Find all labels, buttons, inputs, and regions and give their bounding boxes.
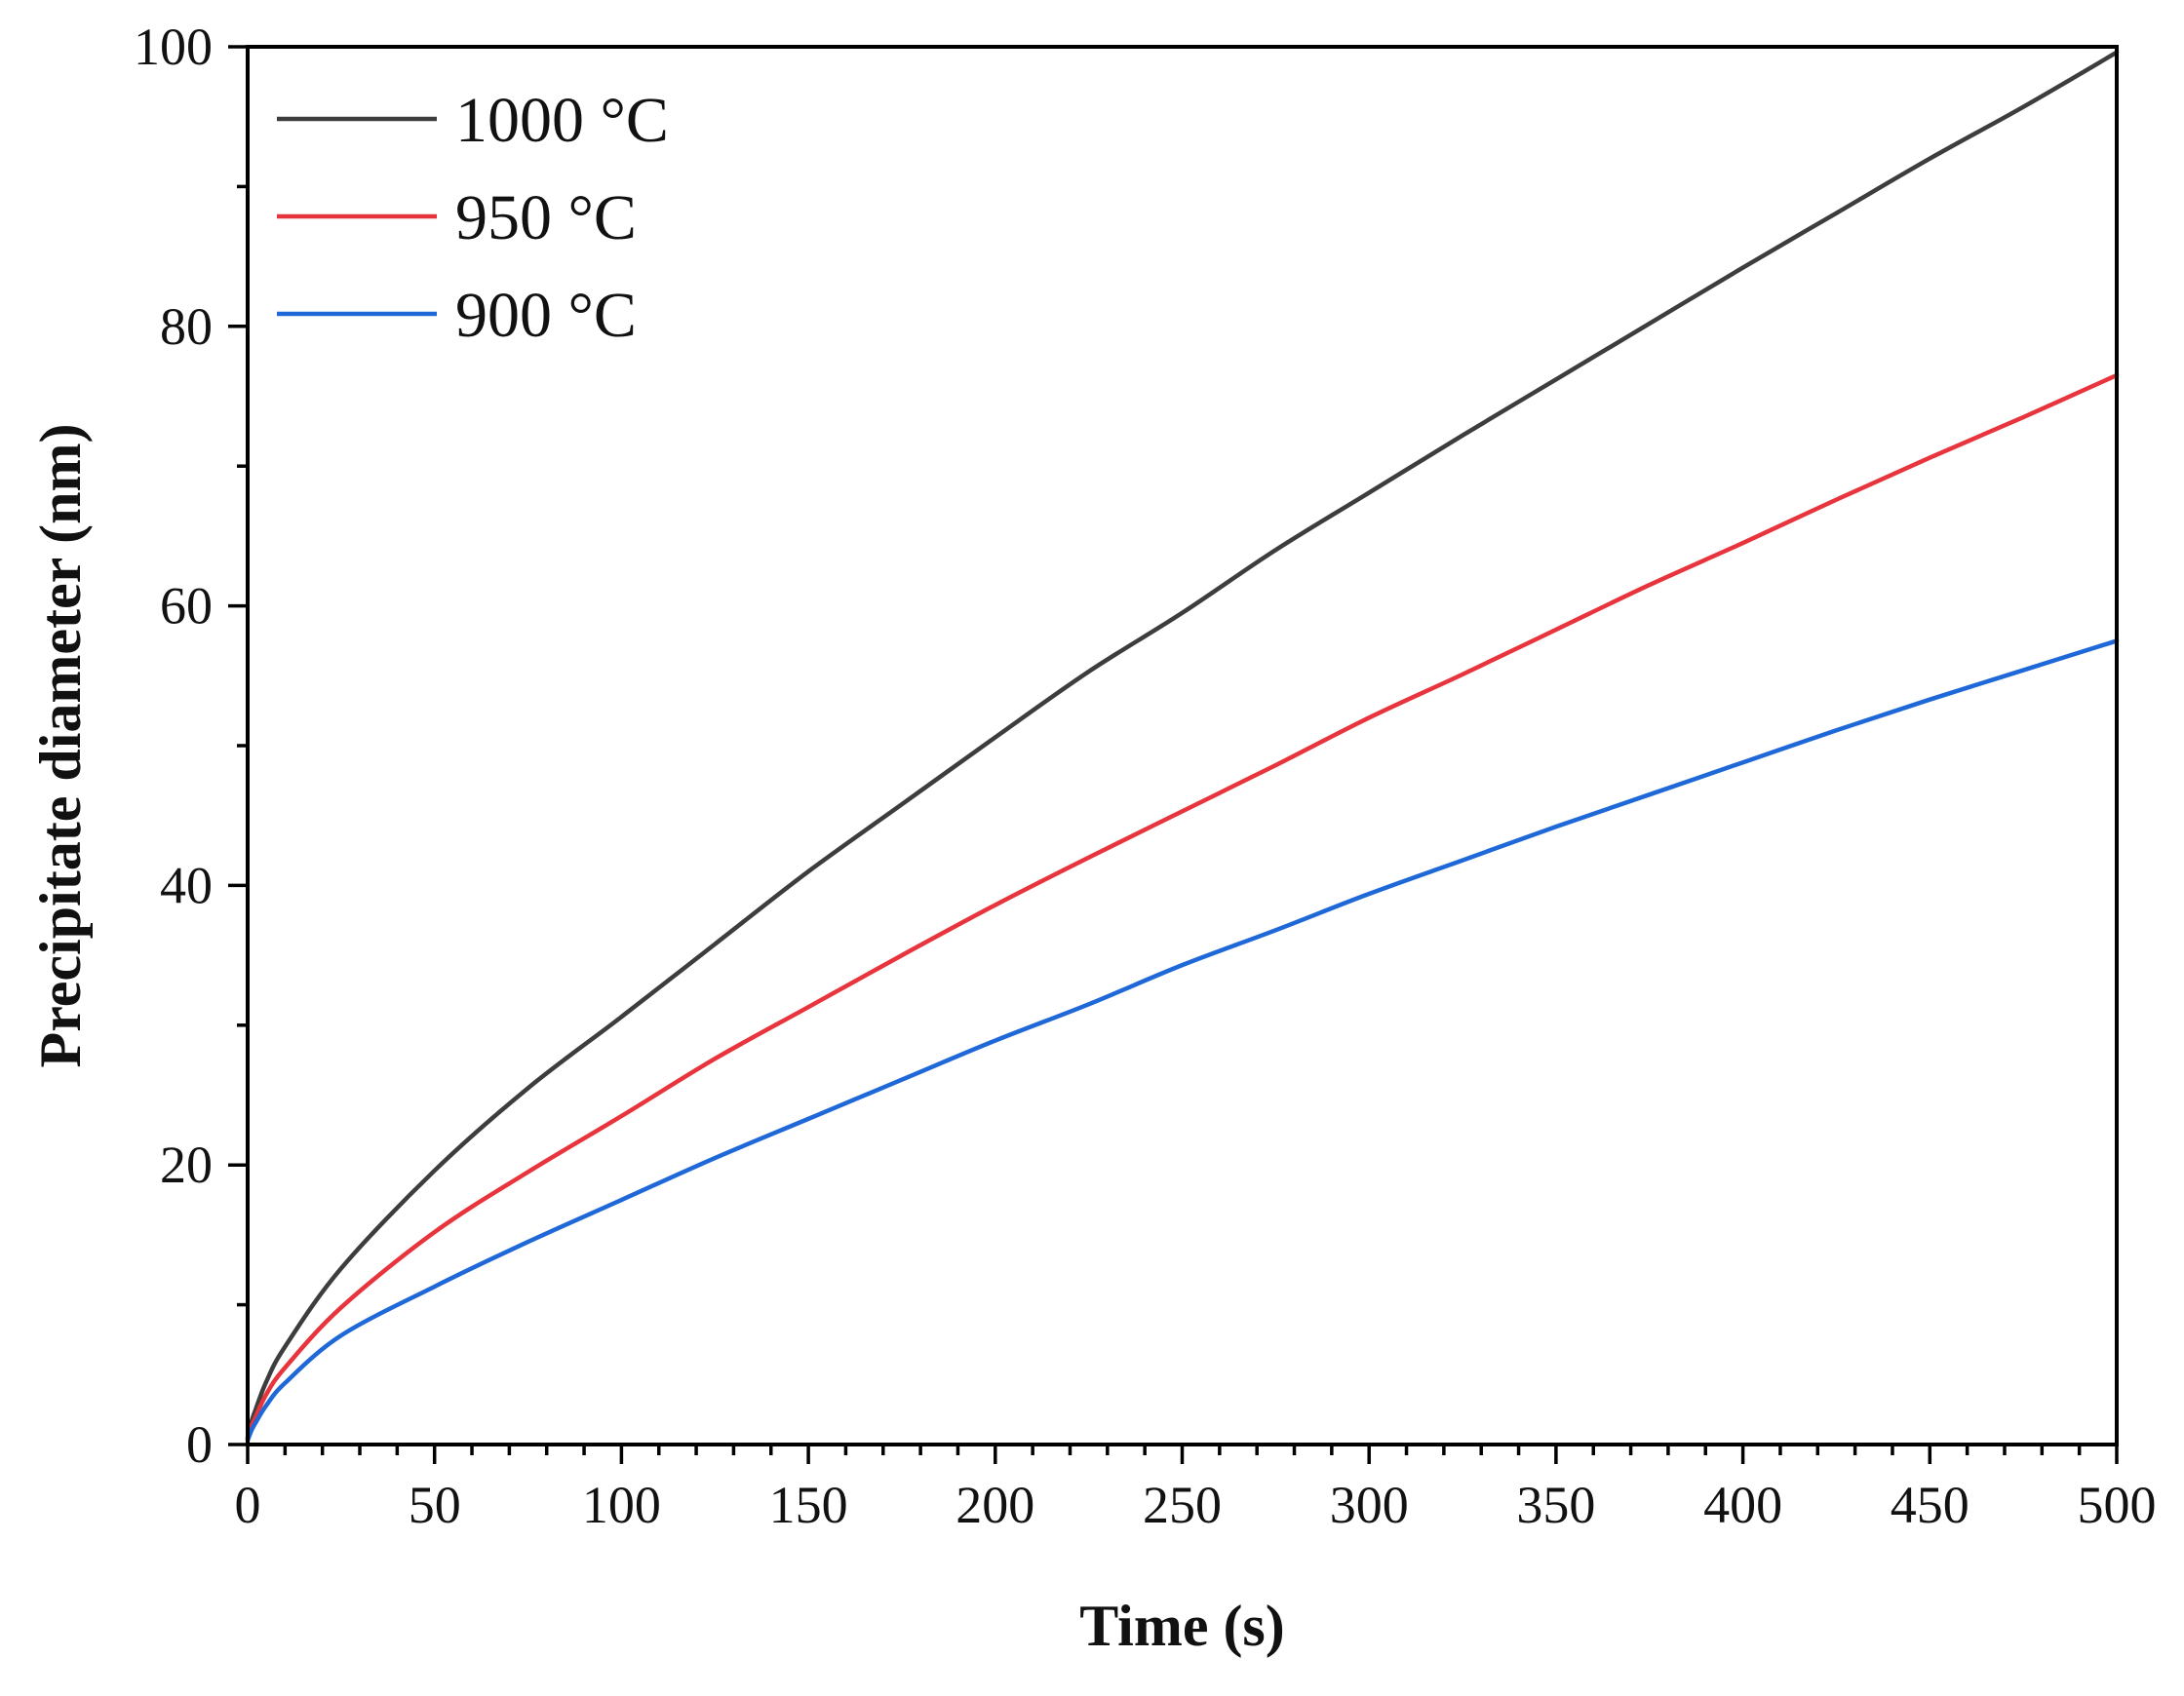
series-line-1 [245, 372, 2120, 1442]
legend-label-2: 900 °C [455, 280, 637, 351]
x-tick-label: 450 [1891, 1476, 1970, 1534]
x-tick-label: 0 [235, 1476, 261, 1534]
x-axis-title: Time (s) [1079, 1594, 1285, 1658]
x-tick-label: 100 [582, 1476, 661, 1534]
y-axis-title: Precipitate diameter (nm) [28, 424, 93, 1068]
x-tick-label: 150 [769, 1476, 848, 1534]
x-tick-label: 200 [956, 1476, 1034, 1534]
legend: 1000 °C 950 °C 900 °C [277, 85, 669, 351]
axes-layer: 0 50 100 150 200 250 300 350 400 450 500 0 20 40 60 80 1… [134, 18, 2157, 1534]
y-tick-label: 40 [160, 856, 213, 914]
legend-label-0: 1000 °C [455, 85, 669, 156]
legend-label-1: 950 °C [455, 182, 637, 253]
y-tick-label: 80 [160, 297, 213, 356]
x-tick-label: 300 [1330, 1476, 1409, 1534]
y-tick-label: 60 [160, 577, 213, 636]
x-tick-label: 500 [2078, 1476, 2157, 1534]
x-tick-label: 250 [1143, 1476, 1222, 1534]
series-line-0 [245, 50, 2120, 1441]
y-tick-label: 0 [186, 1415, 213, 1474]
x-tick-label: 50 [409, 1476, 461, 1534]
x-tick-label: 400 [1703, 1476, 1782, 1534]
x-tick-label: 350 [1516, 1476, 1595, 1534]
y-tick-label: 100 [134, 18, 213, 76]
series-line-2 [245, 638, 2120, 1443]
series-layer [245, 50, 2120, 1443]
y-tick-label: 20 [160, 1136, 213, 1194]
